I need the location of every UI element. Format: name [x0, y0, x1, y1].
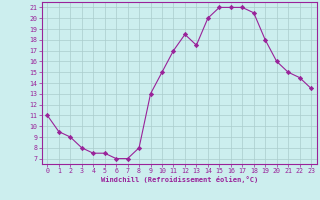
X-axis label: Windchill (Refroidissement éolien,°C): Windchill (Refroidissement éolien,°C) — [100, 176, 258, 183]
